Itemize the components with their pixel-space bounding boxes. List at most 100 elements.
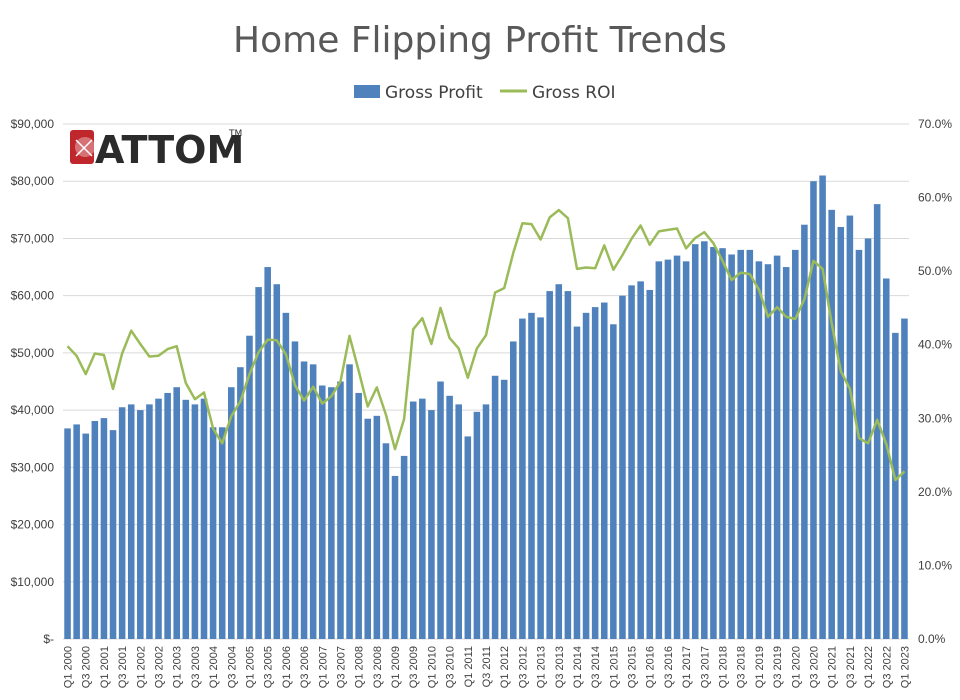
bar-gross-profit bbox=[91, 420, 99, 639]
bar-gross-profit bbox=[719, 248, 726, 639]
bar-gross-profit bbox=[455, 404, 462, 639]
legend-label-gross-profit: Gross Profit bbox=[385, 83, 483, 103]
x-tick-label: Q3 2013 bbox=[554, 646, 566, 688]
right-tick-label: 20.0% bbox=[918, 485, 952, 499]
bar-gross-profit bbox=[637, 281, 644, 639]
bar-gross-profit bbox=[564, 291, 572, 639]
bar-gross-profit bbox=[828, 209, 835, 640]
bar-gross-profit bbox=[510, 341, 517, 639]
bar-gross-profit bbox=[482, 404, 490, 639]
bar-gross-profit bbox=[864, 238, 872, 639]
bar-gross-profit bbox=[300, 361, 308, 639]
bar-gross-profit bbox=[428, 410, 435, 639]
bar-gross-profit bbox=[155, 398, 162, 639]
bar-gross-profit bbox=[701, 241, 708, 640]
x-tick-label: Q3 2017 bbox=[699, 646, 711, 688]
x-tick-label: Q1 2002 bbox=[135, 646, 147, 688]
left-tick-label: $40,000 bbox=[11, 403, 55, 417]
right-tick-label: 10.0% bbox=[918, 558, 952, 572]
left-tick-label: $- bbox=[43, 632, 54, 646]
right-tick-label: 70.0% bbox=[918, 117, 952, 131]
bar-gross-profit bbox=[882, 278, 890, 639]
bar-gross-profit bbox=[355, 392, 362, 639]
bar-gross-profit bbox=[491, 375, 499, 639]
attom-logo-text: ATTOM bbox=[95, 128, 244, 172]
bar-gross-profit bbox=[600, 302, 608, 639]
bar-gross-profit bbox=[710, 247, 717, 639]
right-tick-label: 0.0% bbox=[918, 632, 946, 646]
x-tick-label: Q1 2018 bbox=[718, 646, 730, 688]
bar-gross-profit bbox=[382, 443, 390, 639]
bar-gross-profit bbox=[728, 254, 735, 639]
bar-gross-profit bbox=[555, 284, 563, 639]
x-tick-label: Q1 2017 bbox=[681, 646, 693, 688]
right-tick-label: 30.0% bbox=[918, 411, 952, 425]
legend-label-gross-roi: Gross ROI bbox=[532, 83, 616, 103]
x-tick-label: Q3 2010 bbox=[445, 646, 457, 688]
x-tick-label: Q3 2016 bbox=[663, 646, 675, 688]
bar-gross-profit bbox=[646, 289, 654, 639]
x-tick-label: Q1 2005 bbox=[244, 646, 256, 688]
x-tick-label: Q1 2016 bbox=[645, 646, 657, 688]
bar-gross-profit bbox=[764, 264, 772, 639]
bar-gross-profit bbox=[118, 407, 126, 639]
left-tick-label: $10,000 bbox=[11, 575, 55, 589]
legend-swatch-gross-profit bbox=[354, 85, 380, 98]
bar-gross-profit bbox=[473, 411, 481, 639]
bar-gross-profit bbox=[901, 318, 908, 639]
bar-gross-profit bbox=[73, 424, 80, 639]
line-series-gross-roi bbox=[66, 208, 906, 482]
bar-gross-profit bbox=[255, 287, 262, 639]
chart-title: Home Flipping Profit Trends bbox=[233, 20, 727, 61]
x-tick-label: Q1 2004 bbox=[208, 646, 220, 688]
bar-gross-profit bbox=[164, 392, 171, 639]
roi-line bbox=[66, 208, 906, 482]
left-tick-label: $20,000 bbox=[11, 518, 55, 532]
bar-gross-profit bbox=[837, 227, 845, 639]
bar-gross-profit bbox=[100, 418, 108, 639]
bar-gross-profit bbox=[528, 312, 535, 639]
x-tick-label: Q3 2020 bbox=[808, 646, 820, 688]
bar-gross-profit bbox=[246, 335, 253, 639]
x-tick-label: Q3 2009 bbox=[408, 646, 420, 688]
x-tick-label: Q1 2023 bbox=[899, 646, 911, 688]
bar-gross-profit bbox=[610, 324, 617, 639]
x-tick-label: Q3 2003 bbox=[190, 646, 202, 688]
bar-gross-profit bbox=[500, 379, 508, 639]
bar-gross-profit bbox=[191, 404, 199, 639]
bar-gross-profit bbox=[792, 249, 799, 639]
bar-gross-profit bbox=[209, 427, 217, 639]
left-tick-label: $60,000 bbox=[11, 289, 55, 303]
x-tick-label: Q1 2008 bbox=[354, 646, 366, 688]
x-tick-label: Q1 2010 bbox=[426, 646, 438, 688]
bar-gross-profit bbox=[773, 255, 781, 639]
bar-gross-profit bbox=[337, 381, 344, 639]
x-tick-label: Q1 2007 bbox=[317, 646, 329, 688]
bar-gross-profit bbox=[64, 428, 71, 639]
x-tick-label: Q3 2008 bbox=[372, 646, 384, 688]
x-tick-label: Q3 2005 bbox=[263, 646, 275, 688]
x-tick-label: Q3 2011 bbox=[481, 646, 493, 687]
bar-gross-profit bbox=[200, 398, 208, 639]
bar-gross-profit bbox=[437, 381, 444, 639]
bar-gross-profit bbox=[218, 427, 226, 639]
bar-gross-profit bbox=[664, 259, 672, 639]
bar-gross-profit bbox=[464, 436, 472, 639]
left-tick-label: $70,000 bbox=[11, 231, 55, 245]
attom-logo-mark-icon bbox=[70, 130, 95, 164]
bar-gross-profit bbox=[237, 367, 244, 639]
bar-gross-profit bbox=[691, 244, 699, 639]
x-tick-label: Q1 2014 bbox=[572, 646, 584, 688]
bar-gross-profit bbox=[801, 224, 808, 639]
x-tick-label: Q3 2012 bbox=[517, 646, 529, 688]
right-tick-label: 50.0% bbox=[918, 264, 952, 278]
bar-gross-profit bbox=[573, 326, 581, 639]
x-tick-label: Q3 2006 bbox=[299, 646, 311, 688]
bar-gross-profit bbox=[346, 364, 353, 639]
bar-gross-profit bbox=[400, 455, 408, 639]
bar-gross-profit bbox=[673, 255, 681, 639]
left-axis-ticks: $- $10,000 $20,000 $30,000 $40,000 $50,000 $60… bbox=[11, 117, 55, 646]
bar-gross-profit bbox=[591, 307, 599, 639]
bar-gross-profit bbox=[628, 285, 635, 639]
bar-gross-profit bbox=[137, 410, 144, 639]
